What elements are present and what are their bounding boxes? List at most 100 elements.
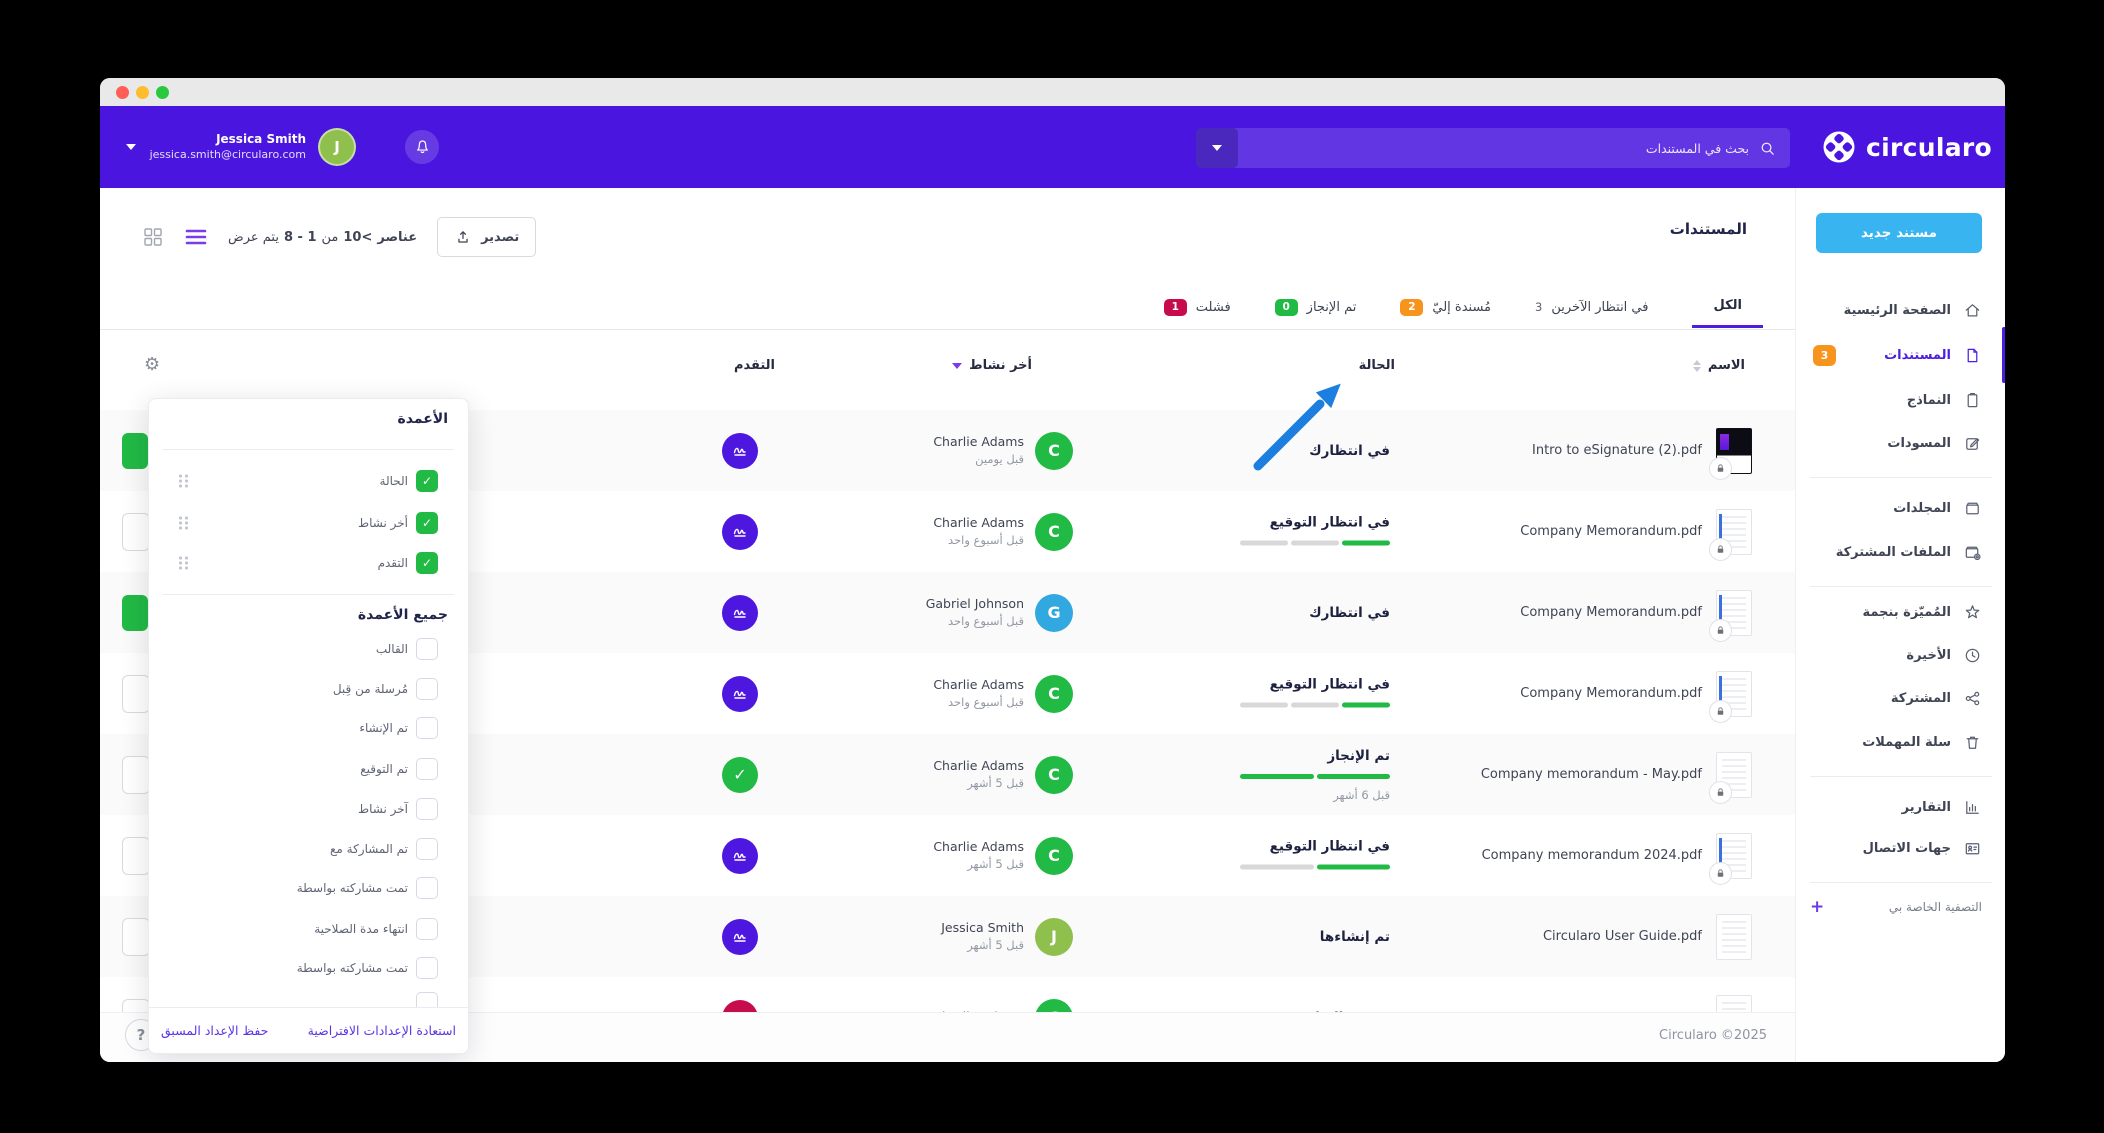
document-cell[interactable]: Company memorandum 2024.pdf [1481, 832, 1752, 885]
brand-logo[interactable]: circularo [1822, 130, 1992, 164]
document-cell[interactable] [1716, 994, 1752, 1012]
tab-assigned-to-me[interactable]: مُسندة إليّ 2 [1400, 288, 1491, 326]
column-header-last-activity[interactable]: أخر نشاط [952, 358, 1032, 373]
document-name[interactable]: Circularo User Guide.pdf [1542, 929, 1702, 944]
column-toggle-row[interactable]: انتهاء مدة الصلاحية [149, 909, 468, 949]
close-window-button[interactable] [116, 86, 129, 99]
column-toggle-row[interactable]: القالب [149, 629, 468, 669]
sidebar-item-drafts[interactable]: المسودات [1887, 421, 1982, 465]
document-name[interactable]: Intro to eSignature (2).pdf [1532, 443, 1702, 458]
tab-completed[interactable]: تم الإنجاز 0 [1274, 288, 1356, 326]
sidebar-item-reports[interactable]: التقارير [1902, 785, 1982, 829]
sidebar-item-shared[interactable]: المشتركة [1891, 676, 1982, 720]
column-toggle-label: تمت مشاركته بواسطة [296, 881, 408, 895]
checkbox-unchecked[interactable] [416, 638, 438, 660]
checkbox-unchecked[interactable] [416, 678, 438, 700]
row-action-button-partial[interactable] [122, 674, 150, 713]
export-button[interactable]: تصدير [437, 217, 537, 257]
column-toggle-row[interactable]: آخر نشاط [149, 789, 468, 829]
column-header-progress[interactable]: التقدم [734, 358, 775, 373]
tab-all[interactable]: الكل [1692, 287, 1763, 328]
column-toggle-row[interactable]: ✓ أخر نشاط [149, 503, 468, 543]
sidebar-item-label: الأخيرة [1906, 647, 1951, 663]
row-action-button-partial[interactable] [122, 917, 150, 956]
user-menu[interactable]: Jessica Smith jessica.smith@circularo.co… [126, 106, 356, 188]
column-toggle-row[interactable]: ✓ الحالة [149, 461, 468, 501]
tab-waiting-for-others[interactable]: في انتظار الآخرين 3 [1535, 288, 1648, 326]
column-settings-gear-icon[interactable]: ⚙ [144, 354, 161, 375]
drag-handle-icon[interactable] [179, 474, 189, 488]
column-toggle-row[interactable]: ✓ التقدم [149, 543, 468, 583]
document-cell[interactable]: Company Memorandum.pdf [1520, 508, 1752, 561]
row-action-button-partial[interactable] [122, 594, 148, 631]
search-input[interactable]: بحث في المستندات [1238, 140, 1790, 157]
sign-action-button[interactable] [722, 837, 758, 874]
document-cell[interactable]: Intro to eSignature (2).pdf [1532, 427, 1752, 480]
grid-view-icon[interactable] [142, 226, 164, 248]
tab-failed[interactable]: فشلت 1 [1163, 288, 1231, 326]
drag-handle-icon[interactable] [179, 556, 189, 570]
my-filter-row[interactable]: التصفية الخاصة بي + [1810, 885, 1982, 929]
document-name[interactable]: Company memorandum - May.pdf [1480, 767, 1702, 782]
save-preset-link[interactable]: حفظ الإعداد المسبق [161, 1023, 269, 1038]
document-name[interactable]: Company Memorandum.pdf [1520, 605, 1702, 620]
document-name[interactable]: Company Memorandum.pdf [1520, 524, 1702, 539]
column-toggle-row[interactable]: تمت مشاركته بواسطة [149, 868, 468, 908]
columns-settings-panel: الأعمدة ✓ الحالة ✓ أخر نشاط ✓ التقدم جمي… [148, 398, 469, 1054]
document-cell[interactable]: Company Memorandum.pdf [1520, 589, 1752, 642]
sidebar-item-home[interactable]: الصفحة الرئيسية [1844, 288, 1982, 332]
checkbox-checked[interactable]: ✓ [416, 512, 438, 534]
sign-action-button[interactable] [722, 513, 758, 550]
document-cell[interactable]: Company memorandum - May.pdf [1480, 751, 1752, 804]
checkbox-unchecked[interactable] [416, 957, 438, 979]
checkbox-unchecked[interactable] [416, 717, 438, 739]
checkbox-checked[interactable]: ✓ [416, 552, 438, 574]
column-toggle-row[interactable]: تمت مشاركته بواسطة [149, 948, 468, 988]
sidebar-item-shared-files[interactable]: الملفات المشتركة [1836, 530, 1982, 574]
column-header-status[interactable]: الحالة [1359, 358, 1395, 373]
sidebar-item-recent[interactable]: الأخيرة [1906, 633, 1982, 677]
list-view-icon[interactable] [184, 227, 208, 247]
checkbox-unchecked[interactable] [416, 758, 438, 780]
sidebar-item-trash[interactable]: سلة المهملات [1862, 720, 1982, 764]
column-header-name[interactable]: الاسم [1692, 358, 1745, 373]
document-cell[interactable]: Circularo User Guide.pdf [1542, 913, 1752, 960]
minimize-window-button[interactable] [136, 86, 149, 99]
row-action-button-partial[interactable] [122, 998, 150, 1012]
document-name[interactable]: Company Memorandum.pdf [1520, 686, 1702, 701]
sidebar-item-starred[interactable]: المُميّزة بنجمة [1862, 590, 1982, 634]
completed-action-button[interactable]: ✓ [722, 756, 758, 793]
notifications-button[interactable] [405, 130, 439, 164]
add-filter-icon[interactable]: + [1810, 897, 1825, 917]
expired-action-button[interactable] [722, 999, 758, 1012]
restore-defaults-link[interactable]: استعادة الإعدادات الافتراضية [307, 1023, 456, 1038]
maximize-window-button[interactable] [156, 86, 169, 99]
column-toggle-row[interactable]: تم التوقيع [149, 749, 468, 789]
checkbox-unchecked[interactable] [416, 918, 438, 940]
row-action-button-partial[interactable] [122, 432, 148, 469]
checkbox-unchecked[interactable] [416, 798, 438, 820]
checkbox-checked[interactable]: ✓ [416, 470, 438, 492]
user-avatar[interactable]: J [318, 128, 356, 166]
sign-action-button[interactable] [722, 432, 758, 469]
sidebar-item-contacts[interactable]: جهات الاتصال [1863, 826, 1982, 870]
row-action-button-partial[interactable] [122, 836, 150, 875]
column-toggle-row[interactable]: تم الإنشاء [149, 708, 468, 748]
search-scope-dropdown[interactable] [1196, 128, 1238, 168]
document-name[interactable]: Company memorandum 2024.pdf [1481, 848, 1702, 863]
sign-action-button[interactable] [722, 918, 758, 955]
column-toggle-row[interactable]: مُرسلة من قِبل [149, 669, 468, 709]
new-document-button[interactable]: مستند جديد [1816, 213, 1982, 253]
column-toggle-row[interactable]: تم المشاركة مع [149, 829, 468, 869]
sign-action-button[interactable] [722, 675, 758, 712]
sign-action-button[interactable] [722, 594, 758, 631]
row-action-button-partial[interactable] [122, 512, 150, 551]
checkbox-unchecked[interactable] [416, 877, 438, 899]
checkbox-unchecked[interactable] [416, 838, 438, 860]
sidebar-item-folders[interactable]: المجلدات [1893, 486, 1982, 530]
document-cell[interactable]: Company Memorandum.pdf [1520, 670, 1752, 723]
row-action-button-partial[interactable] [122, 755, 150, 794]
sidebar-item-templates[interactable]: النماذج [1907, 378, 1982, 422]
sidebar-item-documents[interactable]: المستندات [1884, 333, 1982, 377]
drag-handle-icon[interactable] [179, 516, 189, 530]
